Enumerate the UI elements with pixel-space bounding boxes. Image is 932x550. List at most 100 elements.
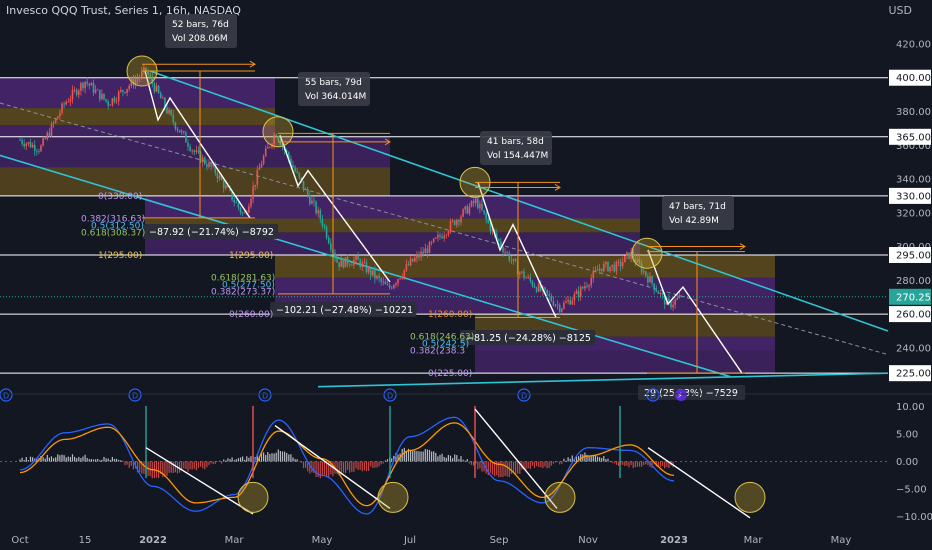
macd-trend-line-2 [274, 425, 391, 510]
candle-body [376, 275, 378, 279]
support-trend-line [317, 372, 889, 388]
measure-box-bars: 47 bars, 71d [669, 202, 726, 212]
candle-body [615, 261, 618, 272]
measure-change-label: −81.25 (−24.28%) −8125 [466, 333, 591, 344]
candle-body [162, 97, 164, 99]
macd-histogram-bar [242, 456, 244, 462]
candle-body [103, 93, 105, 100]
candle-body [563, 302, 565, 309]
macd-histogram-bar [481, 461, 483, 472]
candle-body [31, 144, 34, 148]
candle-body [594, 269, 597, 272]
macd-histogram-bar [607, 458, 609, 462]
macd-histogram-bar [632, 461, 634, 469]
level-tag-label: 295.00 [896, 250, 931, 261]
macd-histogram-bar [172, 461, 174, 473]
dividend-circle [258, 388, 272, 402]
candle-body [527, 276, 529, 278]
measure-box-bars: 55 bars, 79d [305, 78, 362, 88]
macd-histogram-bar [40, 455, 42, 462]
macd-histogram-bar [550, 461, 552, 466]
last-price-tag-bg [889, 288, 931, 305]
candle-body [510, 260, 513, 262]
candle-body [678, 295, 681, 298]
macd-histogram-bar [296, 459, 298, 462]
macd-histogram-bar [42, 457, 44, 462]
candle-body [428, 242, 431, 253]
macd-histogram-bar [622, 461, 624, 465]
macd-histogram-bar [223, 459, 225, 462]
candle-body [92, 83, 95, 93]
macd-histogram-bar [179, 461, 181, 473]
macd-histogram-bar [557, 461, 559, 463]
fib-label-8: 0.5(277.50) [222, 281, 275, 291]
measure-change-bg [460, 330, 596, 345]
macd-histogram-bar [256, 454, 258, 462]
candle-body [592, 271, 595, 279]
macd-histogram-bar [59, 455, 61, 462]
candle-body [414, 258, 416, 262]
macd-histogram-bar [355, 461, 357, 469]
candle-body [206, 164, 208, 168]
candle-body [42, 138, 44, 146]
macd-histogram-bar [527, 461, 529, 469]
candle-body [176, 128, 179, 131]
candle-body [153, 83, 156, 92]
candle-body [390, 287, 393, 289]
measure-arrowhead [384, 138, 391, 146]
candle-body [668, 298, 670, 302]
projection-line-3 [477, 182, 557, 318]
macd-histogram-bar [44, 458, 46, 462]
macd-histogram-bar [645, 461, 647, 465]
candle-body [285, 150, 288, 153]
level-tag-bg [889, 306, 931, 323]
dividend-circle [383, 388, 397, 402]
candle-body [466, 206, 469, 214]
measure-arrowhead [554, 184, 561, 191]
macd-tick-label: 10.00 [896, 402, 925, 413]
macd-histogram-bar [231, 457, 233, 462]
candle-body [241, 212, 244, 214]
macd-histogram-bar [615, 461, 617, 465]
level-tag-bg [889, 69, 931, 86]
candle-body [609, 266, 611, 272]
candle-body [525, 277, 527, 279]
macd-histogram-bar [542, 461, 544, 469]
macd-histogram-bar [269, 453, 271, 462]
price-tick-label: 280.00 [896, 276, 931, 287]
candle-body [586, 286, 588, 287]
candle-body [651, 276, 653, 284]
macd-histogram-bar [286, 452, 288, 462]
candle-body [170, 110, 172, 115]
candle-body [269, 146, 271, 148]
candle-body [334, 252, 336, 259]
candle-body [101, 93, 103, 100]
candle-body [489, 222, 492, 232]
macd-histogram-bar [82, 456, 84, 462]
macd-histogram-bar [575, 456, 578, 462]
candle-body [48, 132, 51, 136]
macd-histogram-bar [491, 461, 494, 475]
macd-histogram-bar [309, 461, 311, 474]
candle-body [220, 175, 223, 181]
measure-box-volume: Vol 208.06M [172, 34, 228, 44]
candle-body [342, 259, 345, 268]
candle-body [189, 146, 191, 151]
candle-body [317, 210, 319, 214]
candle-body [445, 234, 448, 236]
candle-body [584, 286, 586, 289]
macd-histogram-bar [187, 461, 189, 472]
macd-histogram-bar [580, 454, 582, 462]
macd-histogram-bar [353, 461, 355, 472]
candle-body [65, 101, 67, 105]
candle-body [607, 262, 609, 272]
macd-histogram-bar [210, 461, 212, 464]
macd-histogram-bar [55, 457, 57, 462]
candle-body [199, 151, 202, 163]
candle-body [172, 114, 175, 123]
candle-body [546, 289, 548, 295]
candle-body [479, 203, 481, 209]
macd-histogram-bar [191, 461, 193, 470]
candle-body [430, 242, 433, 243]
